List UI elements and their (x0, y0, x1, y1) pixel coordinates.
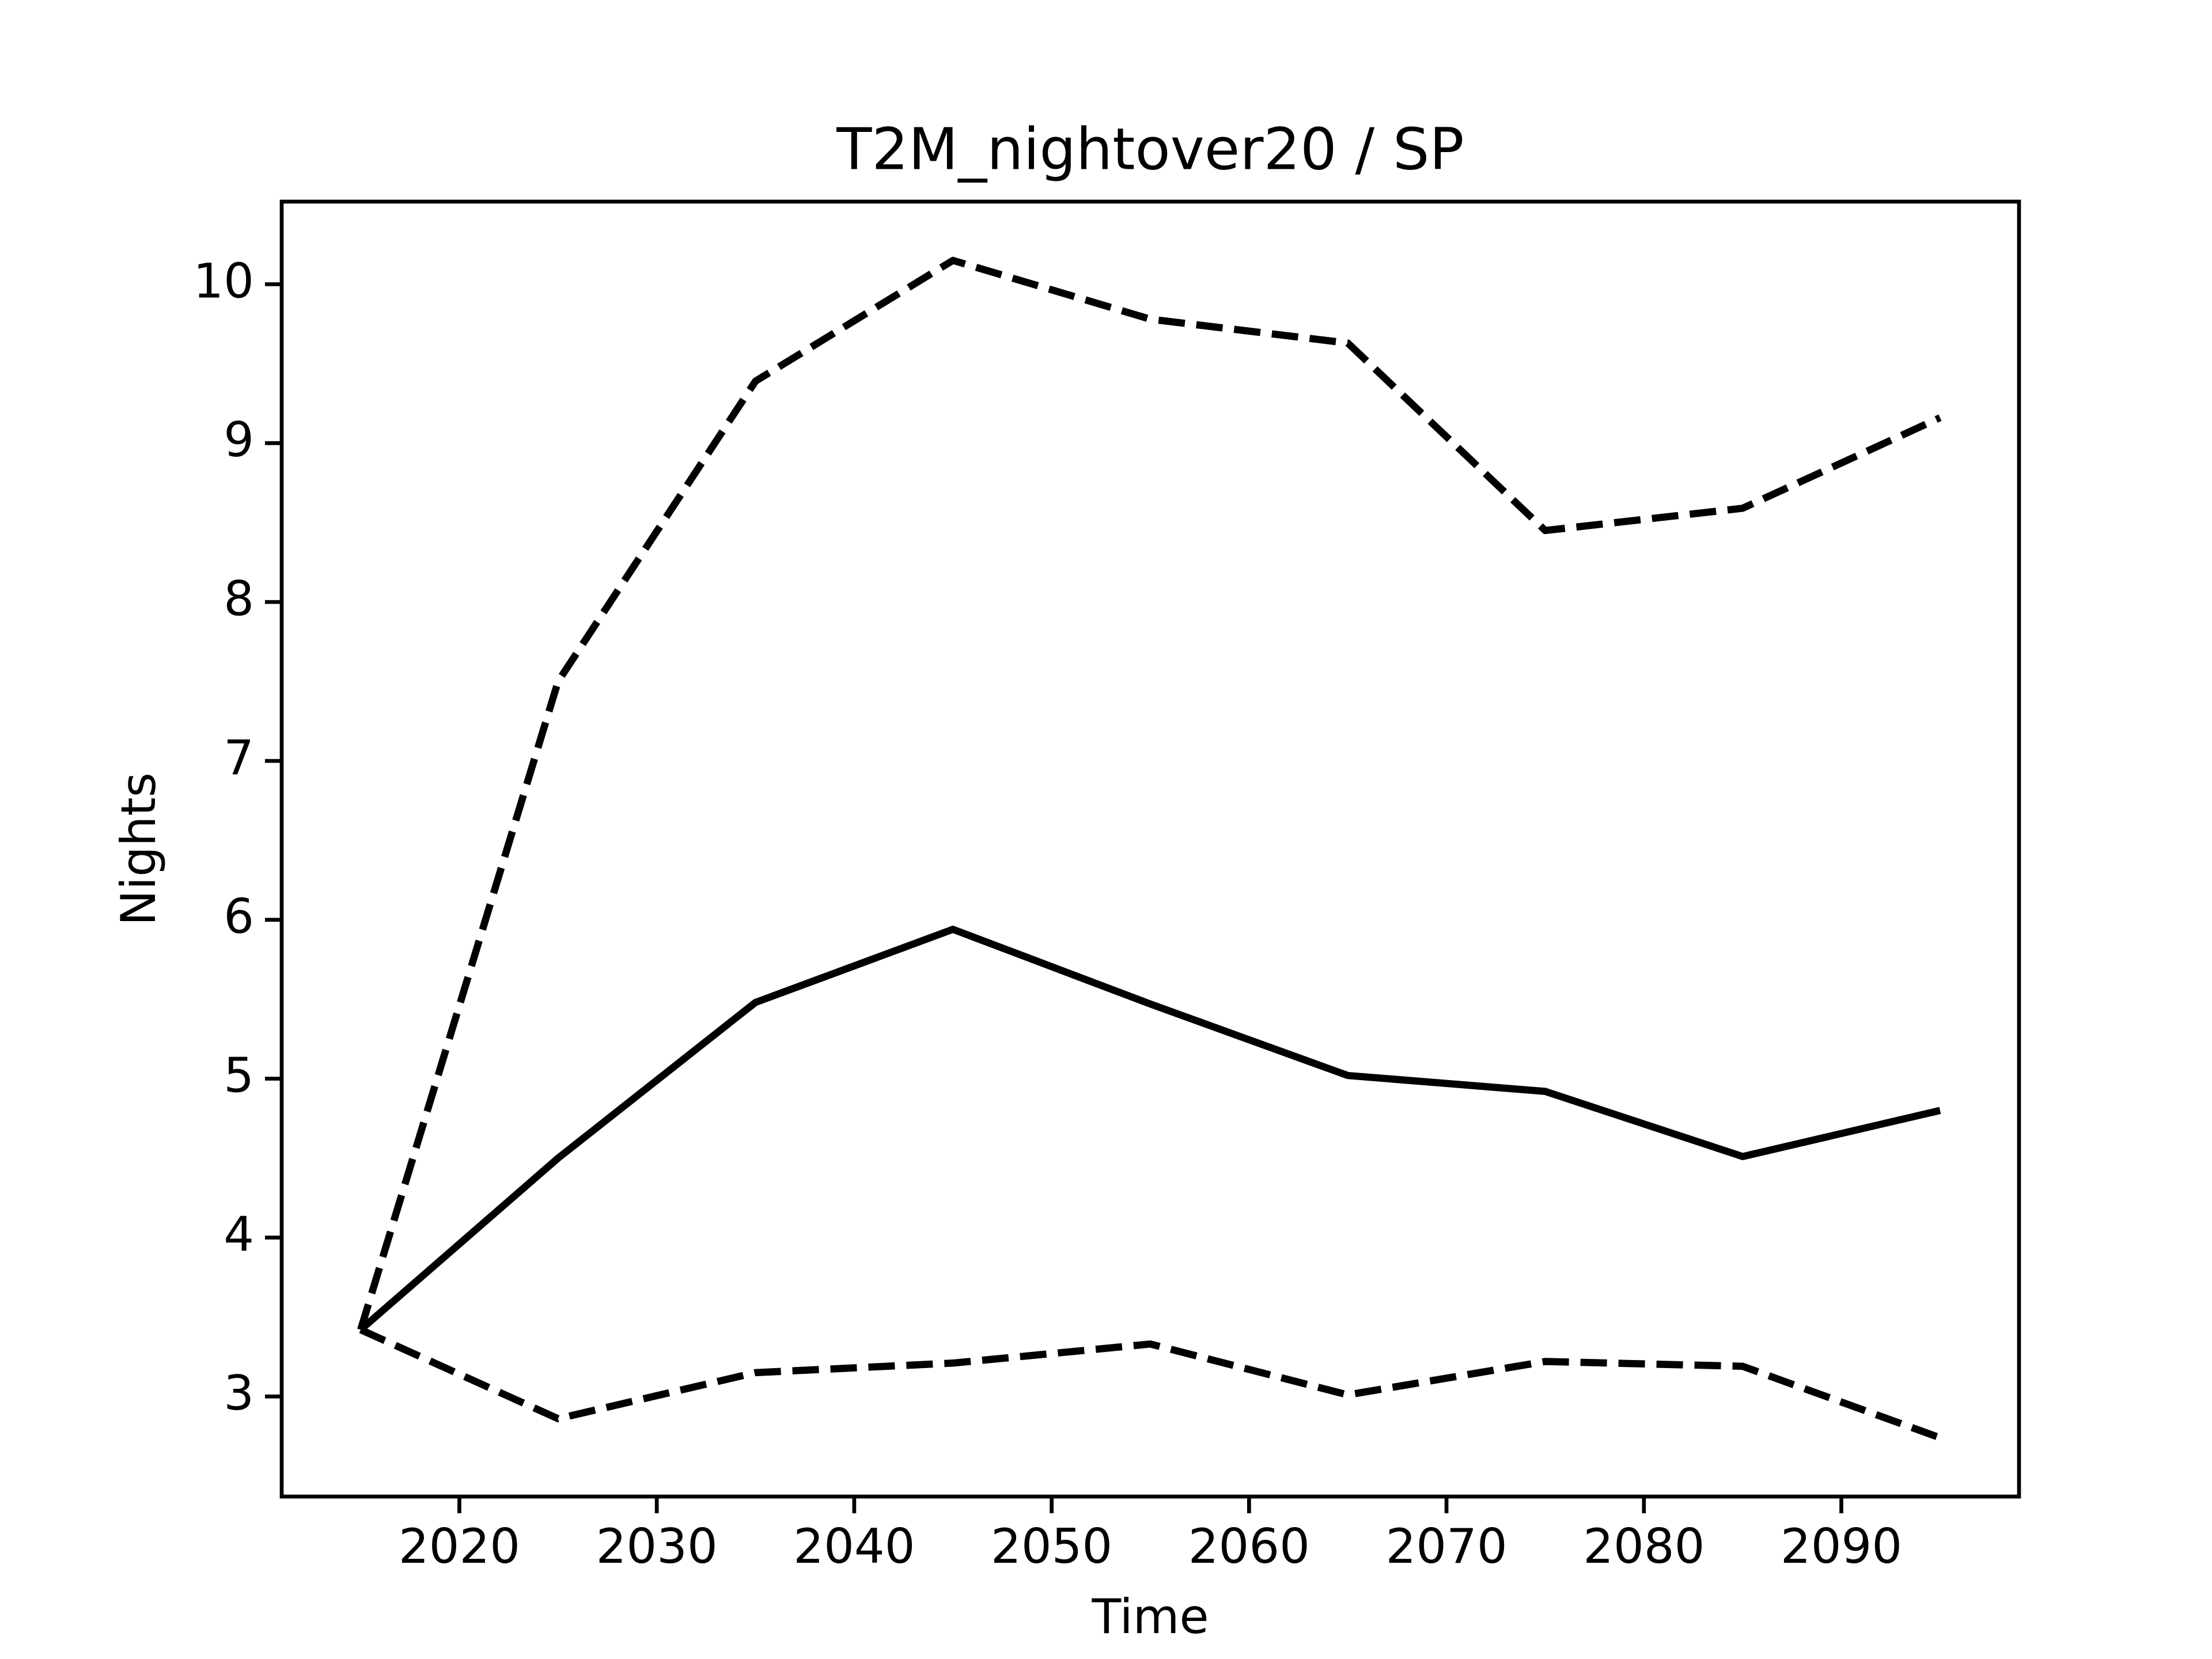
x-tick-label: 2090 (1781, 1518, 1902, 1574)
y-axis-label: Nights (111, 772, 166, 926)
y-tick-label: 4 (224, 1206, 254, 1262)
y-tick-label: 6 (224, 889, 254, 945)
x-tick-label: 2030 (596, 1518, 718, 1574)
plot-frame (279, 199, 2021, 1499)
x-tick-label: 2080 (1583, 1518, 1705, 1574)
y-tick-label: 5 (224, 1048, 254, 1104)
chart-title: T2M_nightover20 / SP (836, 115, 1464, 183)
y-tick-label: 9 (224, 412, 254, 468)
x-tick-label: 2020 (399, 1518, 520, 1574)
series-line (359, 1326, 1942, 1441)
series-line (357, 256, 1942, 1331)
y-tick-label: 3 (224, 1365, 254, 1421)
y-tick-label: 7 (224, 730, 254, 786)
y-tick-label: 8 (224, 571, 254, 627)
x-tick-label: 2060 (1188, 1518, 1310, 1574)
x-tick-label: 2040 (793, 1518, 915, 1574)
y-tick-label: 10 (193, 253, 254, 309)
x-tick-label: 2070 (1385, 1518, 1507, 1574)
x-axis-label: Time (1091, 1589, 1209, 1645)
series-line (358, 926, 1941, 1333)
x-tick-label: 2050 (991, 1518, 1112, 1574)
